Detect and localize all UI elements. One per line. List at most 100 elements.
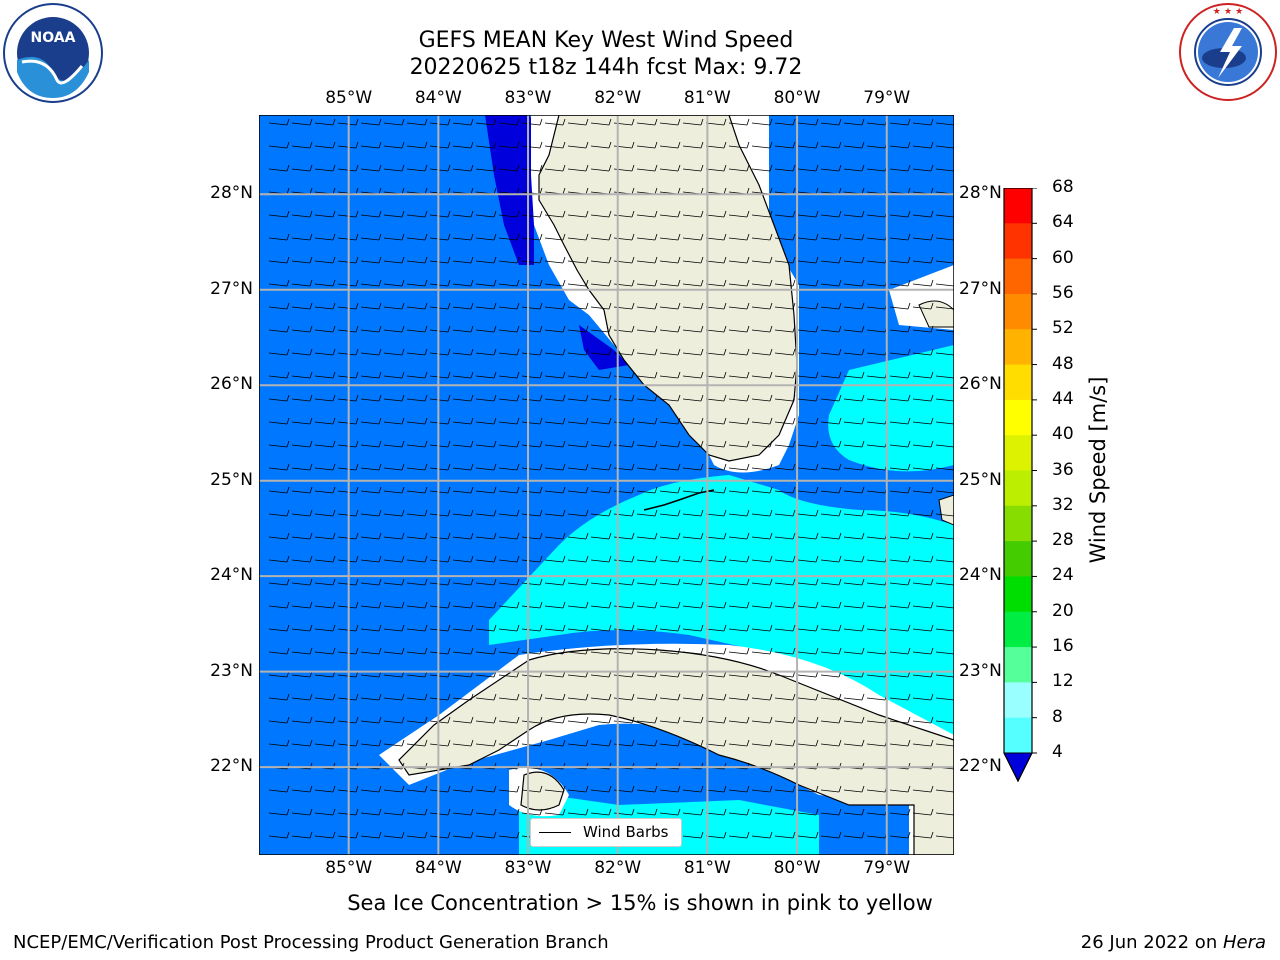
- wind-barb: [590, 532, 612, 540]
- wind-barb: [751, 256, 773, 264]
- wind-barb: [360, 417, 382, 425]
- wind-barb: [383, 302, 405, 310]
- wind-barb: [452, 831, 474, 839]
- wind-barb: [452, 647, 474, 655]
- wind-barb: [314, 693, 336, 701]
- wind-barb: [590, 371, 612, 379]
- wind-barb: [820, 463, 842, 471]
- wind-barb: [889, 164, 911, 172]
- lon-label-top: 81°W: [683, 88, 731, 108]
- wind-barb: [590, 601, 612, 609]
- wind-barb: [590, 256, 612, 264]
- wind-barb: [567, 164, 589, 172]
- wind-barb: [406, 302, 428, 310]
- wind-barb: [659, 808, 681, 816]
- colorbar-tick-label: 44: [1052, 388, 1074, 409]
- wind-barb: [475, 348, 497, 356]
- wind-barb: [935, 168, 954, 172]
- wind-barb: [774, 831, 796, 839]
- wind-barb: [889, 555, 911, 563]
- wind-barb: [314, 785, 336, 793]
- wind-barb: [360, 210, 382, 218]
- wind-barb: [268, 348, 290, 356]
- wind-barb: [820, 325, 842, 333]
- wind-barb: [820, 739, 842, 747]
- wind-barb: [659, 739, 681, 747]
- wind-barb: [337, 555, 359, 563]
- wind-barb: [544, 325, 566, 333]
- wind-barb: [268, 808, 290, 816]
- wind-barb: [268, 624, 290, 632]
- wind-barb: [406, 555, 428, 563]
- wind-barb: [889, 808, 911, 816]
- wind-barb: [636, 486, 658, 494]
- wind-barb: [636, 693, 658, 701]
- wind-barb: [268, 509, 290, 517]
- wind-barb: [590, 463, 612, 471]
- wind-barb: [820, 486, 842, 494]
- lat-label-right: 25°N: [959, 469, 1002, 490]
- wind-barb: [705, 486, 727, 494]
- wind-barb: [291, 739, 313, 747]
- wind-barb: [751, 509, 773, 517]
- wind-barb: [659, 509, 681, 517]
- wind-barb: [705, 417, 727, 425]
- wind-barb: [475, 463, 497, 471]
- wind-barb: [705, 739, 727, 747]
- wind-barb: [268, 601, 290, 609]
- wind-barb: [751, 647, 773, 655]
- lon-label-bottom: 84°W: [414, 858, 462, 878]
- wind-barb: [360, 348, 382, 356]
- colorbar: [1003, 188, 1037, 783]
- wind-barb: [889, 739, 911, 747]
- wind-barb: [452, 325, 474, 333]
- colorbar-tick-label: 12: [1052, 671, 1074, 692]
- wind-barb: [912, 417, 934, 425]
- wind-barb: [475, 164, 497, 172]
- wind-barb: [774, 463, 796, 471]
- wind-barb: [751, 417, 773, 425]
- wind-barb: [314, 348, 336, 356]
- wind-barb: [636, 647, 658, 655]
- wind-barb: [912, 440, 934, 448]
- wind-barb: [498, 417, 520, 425]
- wind-barb: [498, 578, 520, 586]
- wind-barb: [475, 325, 497, 333]
- lon-label-bottom: 79°W: [863, 858, 911, 878]
- wind-barb: [360, 233, 382, 241]
- wind-barb: [820, 371, 842, 379]
- wind-barb: [751, 164, 773, 172]
- wind-barb: [728, 118, 750, 126]
- colorbar-segment: [1004, 293, 1032, 330]
- wind-barb: [797, 164, 819, 172]
- wind-barb: [797, 325, 819, 333]
- wind-barb: [820, 693, 842, 701]
- wind-barb: [590, 417, 612, 425]
- wind-barb: [383, 348, 405, 356]
- wind-barb: [475, 578, 497, 586]
- wind-barb: [820, 279, 842, 287]
- wind-barb: [636, 808, 658, 816]
- wind-barb: [291, 601, 313, 609]
- wind-barb: [567, 578, 589, 586]
- wind-barb: [912, 348, 934, 356]
- wind-barb: [452, 371, 474, 379]
- wind-barb: [406, 325, 428, 333]
- colorbar-frame: [1003, 188, 1033, 783]
- wind-barb: [291, 486, 313, 494]
- colorbar-tick-label: 60: [1052, 247, 1074, 268]
- wind-barb: [268, 302, 290, 310]
- wind-barb: [682, 394, 704, 402]
- wind-barb: [889, 256, 911, 264]
- wind-barb: [291, 716, 313, 724]
- wind-barb: [567, 808, 589, 816]
- wind-barb: [544, 509, 566, 517]
- wind-barb: [728, 210, 750, 218]
- wind-barb: [268, 647, 290, 655]
- wind-barb: [406, 141, 428, 149]
- wind-barb: [705, 325, 727, 333]
- wind-barb: [705, 532, 727, 540]
- wind-barb: [268, 279, 290, 287]
- wind-barb: [360, 509, 382, 517]
- wind-barb: [705, 808, 727, 816]
